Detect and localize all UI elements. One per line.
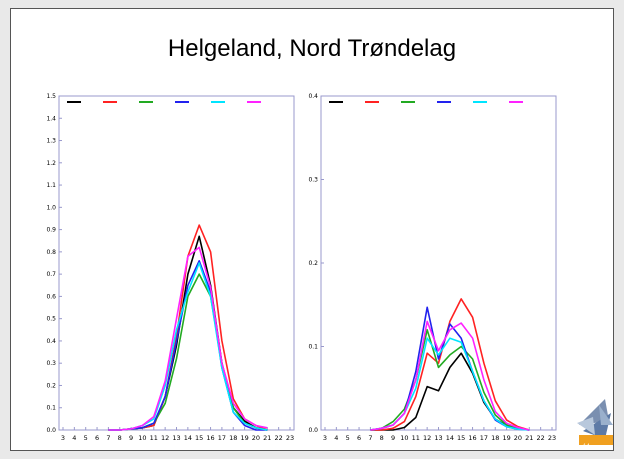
series-line-5 (370, 337, 530, 431)
x-tick-label: 7 (106, 434, 110, 442)
y-tick-label: 0.1 (308, 344, 318, 351)
y-tick-label: 1.0 (46, 204, 56, 211)
x-tick-label: 4 (72, 434, 76, 442)
x-tick-label: 21 (263, 434, 271, 442)
y-tick-label: 0.7 (46, 271, 56, 278)
x-tick-label: 16 (206, 434, 214, 442)
chart-right: 0.0 0.1 0.2 0.3 0.4 3 4 5 6 7 8 9 10 11 12 13 14 15 16 17 18… (308, 93, 557, 442)
x-tick-label: 23 (286, 434, 294, 442)
y-tick-label: 0.4 (46, 338, 56, 345)
x-tick-label: 16 (468, 434, 476, 442)
x-tick-label: 14 (184, 434, 192, 442)
plot-frame (320, 95, 557, 431)
x-tick-label: 6 (357, 434, 361, 442)
x-tick-label: 21 (525, 434, 533, 442)
y-tick-label: 0.9 (46, 227, 56, 234)
plot-frame (58, 95, 295, 431)
y-tick-label: 0.2 (308, 260, 318, 267)
x-tick-label: 19 (502, 434, 510, 442)
series-line-6 (108, 246, 268, 431)
x-tick-label: 15 (457, 434, 465, 442)
x-tick-label: 22 (275, 434, 283, 442)
y-tick-label: 0.1 (46, 405, 56, 412)
y-tick-label: 0.0 (46, 427, 56, 434)
y-tick-label: 0.3 (308, 177, 318, 184)
y-tick-label: 0.0 (308, 427, 318, 434)
slide: Helgeland, Nord Trøndelag 0.0 0.1 0.2 0.3 0.… (10, 8, 614, 451)
y-tick-label: 0.6 (46, 293, 56, 300)
x-tick-label: 20 (514, 434, 522, 442)
x-tick-label: 18 (229, 434, 237, 442)
x-tick-label: 7 (368, 434, 372, 442)
x-tick-label: 4 (334, 434, 338, 442)
slide-title: Helgeland, Nord Trøndelag (167, 35, 457, 62)
x-tick-label: 13 (172, 434, 180, 442)
series-line-4 (108, 260, 268, 431)
x-tick-label: 23 (548, 434, 556, 442)
x-tick-label: 17 (218, 434, 226, 442)
x-tick-label: 9 (391, 434, 395, 442)
series-line-1 (108, 235, 268, 431)
series-line-6 (370, 320, 530, 431)
x-tick-label: 13 (434, 434, 442, 442)
y-tick-label: 0.2 (46, 382, 56, 389)
x-tick-label: 15 (195, 434, 203, 442)
x-tick-label: 19 (240, 434, 248, 442)
x-tick-label: 11 (150, 434, 158, 442)
x-tick-label: 5 (346, 434, 350, 442)
x-tick-label: 20 (252, 434, 260, 442)
logo-icon (577, 399, 613, 445)
x-tick-label: 18 (491, 434, 499, 442)
x-tick-label: 12 (423, 434, 431, 442)
x-tick-label: 6 (95, 434, 99, 442)
x-tick-label: 8 (118, 434, 122, 442)
x-tick-label: 5 (84, 434, 88, 442)
page-number: 14 (583, 444, 590, 450)
series-line-2 (370, 298, 530, 431)
x-tick-label: 3 (61, 434, 65, 442)
y-tick-label: 0.5 (46, 316, 56, 323)
y-tick-label: 1.5 (46, 93, 56, 100)
x-tick-label: 8 (380, 434, 384, 442)
series-line-3 (370, 329, 530, 431)
y-tick-label: 0.4 (308, 93, 318, 100)
x-tick-label: 9 (129, 434, 133, 442)
x-tick-label: 10 (400, 434, 408, 442)
y-tick-label: 1.4 (46, 115, 56, 122)
x-tick-label: 22 (537, 434, 545, 442)
y-tick-label: 1.3 (46, 138, 56, 145)
chart-left: 0.0 0.1 0.2 0.3 0.4 0.5 0.6 0.7 0.8 0.9 1.0 1.1 1.2 1… (46, 93, 295, 442)
x-tick-label: 14 (446, 434, 454, 442)
x-tick-label: 17 (480, 434, 488, 442)
x-tick-label: 12 (161, 434, 169, 442)
y-tick-label: 1.1 (46, 182, 56, 189)
y-tick-label: 1.2 (46, 160, 56, 167)
series-line-3 (108, 273, 268, 431)
y-tick-label: 0.3 (46, 360, 56, 367)
y-tick-label: 0.8 (46, 249, 56, 256)
x-tick-label: 3 (323, 434, 327, 442)
x-tick-label: 10 (138, 434, 146, 442)
x-tick-label: 11 (412, 434, 420, 442)
